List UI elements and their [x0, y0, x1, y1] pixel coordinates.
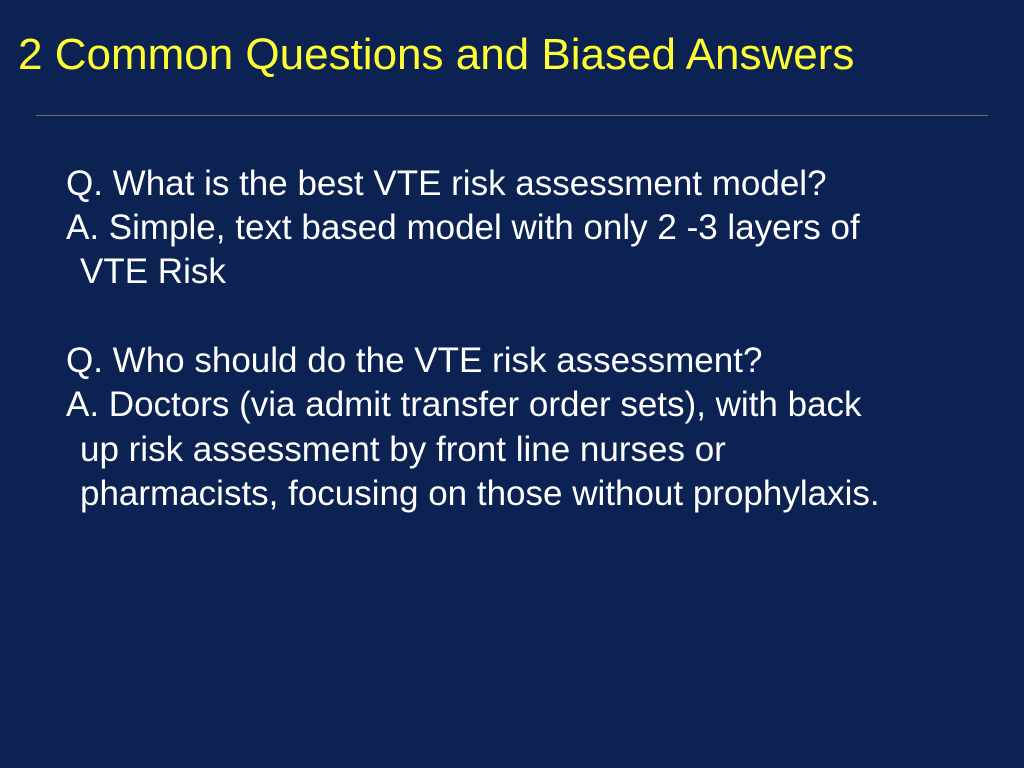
slide-title: 2 Common Questions and Biased Answers — [18, 30, 1006, 81]
title-divider — [36, 115, 988, 116]
question-1: Q. What is the best VTE risk assessment … — [66, 162, 982, 206]
qa-block-2: Q. Who should do the VTE risk assessment… — [66, 339, 982, 517]
question-2: Q. Who should do the VTE risk assessment… — [66, 339, 982, 383]
answer-1-line2: VTE Risk — [66, 250, 982, 294]
answer-2-line1: A. Doctors (via admit transfer order set… — [66, 383, 982, 427]
answer-2-line2: up risk assessment by front line nurses … — [66, 428, 982, 472]
qa-block-1: Q. What is the best VTE risk assessment … — [66, 162, 982, 295]
slide: 2 Common Questions and Biased Answers Q.… — [0, 0, 1024, 768]
answer-1-line1: A. Simple, text based model with only 2 … — [66, 206, 982, 250]
answer-2-line3: pharmacists, focusing on those without p… — [66, 472, 982, 516]
slide-body: Q. What is the best VTE risk assessment … — [18, 162, 1006, 517]
